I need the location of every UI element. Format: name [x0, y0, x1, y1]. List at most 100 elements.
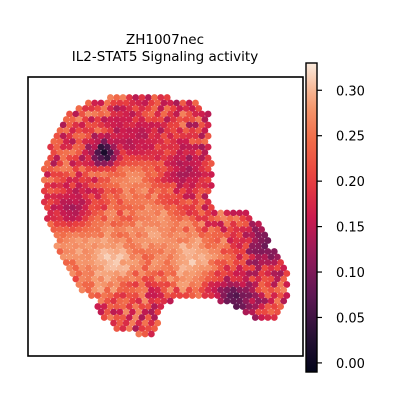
- hex-spot: [85, 110, 92, 118]
- hex-spot: [233, 303, 240, 310]
- hex-spot: [182, 160, 190, 167]
- hex-spot: [204, 231, 212, 239]
- hex-spot: [78, 264, 86, 272]
- hex-spot: [113, 160, 121, 167]
- hex-spot: [100, 237, 108, 244]
- hex-spot: [192, 110, 199, 118]
- hex-spot: [59, 231, 67, 239]
- hex-spot: [91, 242, 99, 250]
- hex-spot: [214, 281, 222, 288]
- hex-spot: [47, 154, 54, 162]
- hex-spot: [151, 237, 158, 244]
- hex-spot: [179, 99, 187, 107]
- hex-spot: [53, 231, 61, 239]
- hex-spot: [185, 286, 193, 294]
- hex-spot: [116, 121, 124, 129]
- hex-spot: [85, 242, 92, 250]
- hex-spot: [122, 99, 130, 107]
- hex-spot: [110, 121, 117, 129]
- hex-spot: [47, 220, 54, 228]
- hex-spot: [141, 209, 149, 217]
- hex-spot: [166, 154, 174, 162]
- hex-spot: [154, 286, 162, 294]
- hex-spot: [141, 132, 149, 140]
- hex-spot: [239, 259, 247, 266]
- hex-spot: [129, 143, 136, 151]
- hex-spot: [176, 226, 184, 233]
- hex-spot: [110, 99, 117, 107]
- hex-spot: [160, 253, 168, 261]
- hex-spot: [179, 187, 187, 195]
- hex-spot: [261, 264, 269, 272]
- hex-spot: [141, 253, 149, 261]
- hex-spot: [195, 259, 203, 266]
- hex-spot: [176, 149, 184, 156]
- hex-spot: [94, 270, 102, 277]
- hex-spot: [113, 105, 121, 112]
- hex-spot: [233, 259, 240, 266]
- hex-spot: [78, 220, 86, 228]
- hex-spot: [66, 121, 73, 129]
- hex-spot: [144, 237, 152, 244]
- hex-spot: [75, 105, 83, 112]
- hex-spot: [188, 160, 196, 167]
- hex-spot: [132, 116, 140, 123]
- hex-spot: [211, 264, 218, 272]
- hex-spot: [88, 292, 95, 299]
- hex-spot: [188, 270, 196, 277]
- hex-spot: [107, 160, 114, 167]
- hex-spot: [204, 154, 212, 162]
- hex-spot: [214, 259, 222, 266]
- hex-spot: [110, 209, 117, 217]
- hex-spot: [69, 149, 77, 156]
- hex-spot: [129, 231, 136, 239]
- hex-spot: [204, 165, 212, 173]
- hex-spot: [122, 308, 130, 316]
- hex-spot: [116, 264, 124, 272]
- hex-spot: [129, 154, 136, 162]
- hex-spot: [204, 132, 212, 140]
- hex-spot: [166, 297, 174, 305]
- hex-spot: [125, 248, 133, 255]
- hex-spot: [157, 204, 165, 211]
- hex-spot: [154, 132, 162, 140]
- hex-spot: [144, 171, 152, 178]
- hex-spot: [157, 160, 165, 167]
- hex-spot: [78, 176, 86, 184]
- hex-spot: [116, 132, 124, 140]
- hex-spot: [122, 187, 130, 195]
- hex-spot: [264, 303, 272, 310]
- hex-spot: [129, 220, 136, 228]
- hex-spot: [116, 319, 124, 327]
- hex-spot: [81, 215, 89, 222]
- hex-spot: [88, 193, 95, 200]
- hex-spot: [53, 242, 61, 250]
- hex-spot: [173, 143, 181, 151]
- hex-spot: [138, 127, 146, 134]
- hex-spot: [113, 215, 121, 222]
- hex-spot: [81, 193, 89, 200]
- hex-spot: [195, 226, 203, 233]
- hex-spot: [100, 248, 108, 255]
- hex-spot: [255, 242, 262, 250]
- hex-spot: [223, 275, 231, 283]
- hex-spot: [66, 165, 73, 173]
- hex-spot: [148, 319, 155, 327]
- hex-spot: [116, 154, 124, 162]
- hex-spot: [97, 121, 105, 129]
- hex-spot: [185, 231, 193, 239]
- hex-spot: [66, 264, 73, 272]
- hex-spot: [107, 314, 114, 321]
- hex-spot: [113, 171, 121, 178]
- hex-spot: [226, 226, 234, 233]
- hex-spot: [138, 270, 146, 277]
- hex-spot: [248, 275, 256, 283]
- hex-spot: [248, 286, 256, 294]
- hex-spot: [132, 105, 140, 112]
- hex-spot: [173, 176, 181, 184]
- hex-spot: [163, 105, 171, 112]
- hex-spot: [239, 303, 247, 310]
- hex-spot: [220, 215, 228, 222]
- hex-spot: [103, 220, 111, 228]
- hex-spot: [195, 270, 203, 277]
